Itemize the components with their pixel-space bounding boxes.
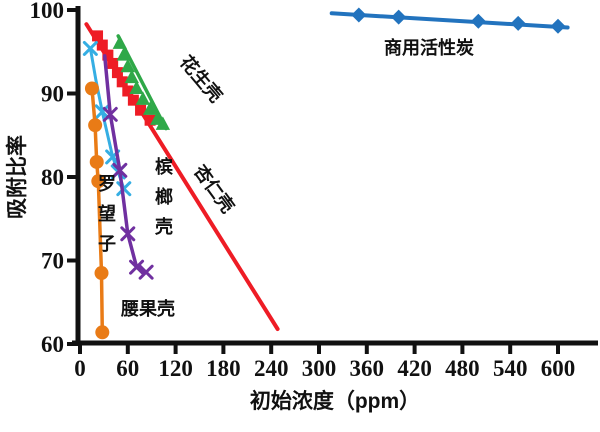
circle-marker <box>88 118 103 133</box>
label-tamarind: 罗 <box>98 174 116 194</box>
x-tick-label: 60 <box>116 356 139 381</box>
square-marker <box>107 57 119 69</box>
label-peanut-shell: 花生壳 <box>176 51 227 106</box>
y-tick-label: 90 <box>41 82 64 107</box>
x-marker <box>120 226 136 242</box>
square-marker <box>144 114 156 126</box>
triangle-marker <box>124 69 139 84</box>
series-almond-shell <box>84 22 280 331</box>
diamond-marker <box>550 18 566 34</box>
x-tick-label: 0 <box>74 356 86 381</box>
square-marker <box>122 85 134 97</box>
x-marker <box>82 40 98 56</box>
triangle-marker <box>112 35 128 49</box>
x-tick-label: 540 <box>493 356 528 381</box>
series-betel-nut-shell <box>102 54 154 280</box>
label-cashew-shell: 腰果壳 <box>120 298 175 319</box>
y-tick-label: 80 <box>41 165 64 190</box>
y-axis-title: 吸附比率 <box>5 135 29 219</box>
x-marker <box>138 264 154 280</box>
square-marker <box>96 39 108 51</box>
diamond-marker <box>391 9 407 25</box>
x-marker <box>129 259 145 275</box>
triangle-marker <box>155 116 171 130</box>
x-marker <box>112 162 128 178</box>
diamond-marker <box>510 15 526 31</box>
square-marker <box>127 94 139 106</box>
y-tick-label: 100 <box>30 0 65 23</box>
label-betel-nut-shell: 榔 <box>155 186 173 207</box>
diamond-marker <box>351 7 367 23</box>
triangle-marker <box>120 58 135 73</box>
label-betel-nut-shell: 壳 <box>154 216 173 237</box>
series-line-commercial-activated-carbon <box>329 11 570 30</box>
diamond-marker <box>470 13 486 29</box>
square-marker <box>111 67 123 79</box>
x-tick-label: 180 <box>206 356 241 381</box>
circle-marker <box>94 266 109 281</box>
label-betel-nut-shell: 槟 <box>155 156 173 177</box>
label-commercial-activated-carbon: 商用活性炭 <box>384 37 474 58</box>
x-tick-label: 360 <box>350 356 385 381</box>
series-cashew-shell <box>84 81 110 340</box>
x-marker <box>94 104 110 120</box>
label-tamarind: 望 <box>98 203 116 224</box>
x-tick-label: 300 <box>302 356 337 381</box>
x-tick-label: 420 <box>397 356 432 381</box>
x-tick-label: 120 <box>158 356 193 381</box>
circle-marker <box>91 174 106 189</box>
square-marker <box>135 104 147 116</box>
series-peanut-shell <box>112 34 171 131</box>
x-tick-label: 480 <box>445 356 480 381</box>
series-commercial-activated-carbon <box>329 7 570 34</box>
x-axis-title: 初始浓度（ppm） <box>250 389 420 413</box>
circle-marker <box>95 325 110 340</box>
circle-marker <box>89 154 104 169</box>
square-marker <box>116 76 128 88</box>
y-tick-label: 60 <box>41 332 64 357</box>
circle-marker <box>84 81 99 96</box>
triangle-marker <box>116 47 132 61</box>
triangle-marker <box>135 91 151 105</box>
x-tick-label: 240 <box>254 356 289 381</box>
square-marker <box>92 30 104 42</box>
x-marker <box>102 106 118 122</box>
y-tick-label: 70 <box>41 249 64 274</box>
triangle-marker <box>142 101 158 115</box>
label-tamarind: 子 <box>98 234 116 254</box>
square-marker <box>102 49 114 61</box>
triangle-marker <box>129 80 144 94</box>
label-almond-shell: 杏仁壳 <box>190 161 239 217</box>
x-tick-label: 600 <box>541 356 576 381</box>
